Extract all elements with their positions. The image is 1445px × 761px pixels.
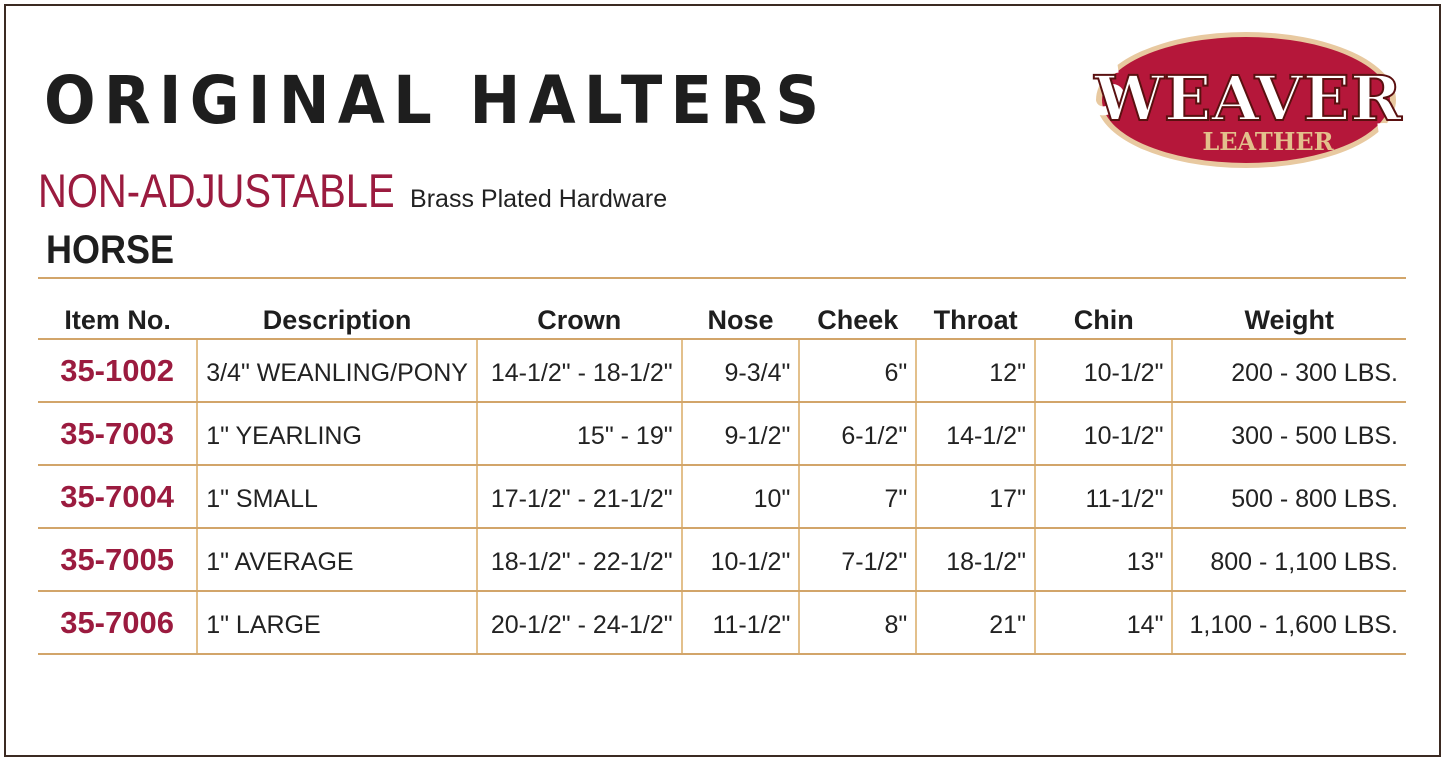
page-frame bbox=[4, 4, 1441, 757]
cell-item-no: 35-7005 bbox=[38, 528, 198, 592]
cell-item-no: 35-7004 bbox=[38, 465, 198, 529]
weaver-leather-logo: WEAVER LEATHER bbox=[1086, 32, 1410, 168]
cell-item-no: 35-7003 bbox=[38, 402, 198, 466]
table-row: 35-7005 1" AVERAGE 18-1/2" - 22-1/2" 10-1/2… bbox=[38, 528, 1406, 592]
col-nose: Nose bbox=[681, 278, 800, 340]
cell-nose: 9-1/2" bbox=[680, 402, 800, 466]
cell-cheek: 7-1/2" bbox=[798, 528, 917, 592]
table-row: 35-1002 3/4" WEANLING/PONY 14-1/2" - 18-1/… bbox=[38, 339, 1406, 403]
cell-weight: 1,100 - 1,600 LBS. bbox=[1171, 591, 1406, 655]
cell-chin: 14" bbox=[1033, 591, 1173, 655]
cell-throat: 21" bbox=[915, 591, 1035, 655]
table-row: 35-7004 1" SMALL 17-1/2" - 21-1/2" 10" 7" 17"… bbox=[38, 465, 1406, 529]
col-weight: Weight bbox=[1172, 278, 1406, 340]
table-row: 35-7006 1" LARGE 20-1/2" - 24-1/2" 11-1/2" 8… bbox=[38, 591, 1406, 655]
logo-text: WEAVER bbox=[1093, 62, 1402, 135]
cell-item-no: 35-1002 bbox=[38, 339, 198, 403]
logo-subtext: LEATHER bbox=[1202, 127, 1334, 156]
cell-nose: 9-3/4" bbox=[680, 339, 800, 403]
subtitle-line: NON-ADJUSTABLE Brass Plated Hardware bbox=[38, 163, 667, 218]
cell-description: 3/4" WEANLING/PONY bbox=[196, 339, 477, 403]
cell-crown: 17-1/2" - 21-1/2" bbox=[475, 465, 682, 529]
cell-throat: 18-1/2" bbox=[915, 528, 1035, 592]
cell-description: 1" SMALL bbox=[196, 465, 477, 529]
cell-item-no: 35-7006 bbox=[38, 591, 198, 655]
cell-chin: 13" bbox=[1033, 528, 1173, 592]
cell-crown: 14-1/2" - 18-1/2" bbox=[475, 339, 682, 403]
cell-cheek: 8" bbox=[798, 591, 917, 655]
table-row: 35-7003 1" YEARLING 15" - 19" 9-1/2" 6-1/2" 1… bbox=[38, 402, 1406, 466]
table-header-row: Item No. Description Crown Nose Cheek Th… bbox=[38, 278, 1406, 340]
cell-nose: 10" bbox=[680, 465, 800, 529]
cell-crown: 20-1/2" - 24-1/2" bbox=[475, 591, 682, 655]
cell-throat: 12" bbox=[915, 339, 1035, 403]
col-description: Description bbox=[197, 278, 477, 340]
cell-weight: 300 - 500 LBS. bbox=[1171, 402, 1406, 466]
col-crown: Crown bbox=[476, 278, 682, 340]
cell-cheek: 7" bbox=[798, 465, 917, 529]
col-throat: Throat bbox=[916, 278, 1035, 340]
cell-chin: 10-1/2" bbox=[1033, 402, 1173, 466]
cell-crown: 15" - 19" bbox=[475, 402, 682, 466]
col-item-no: Item No. bbox=[38, 278, 198, 340]
col-chin: Chin bbox=[1034, 278, 1173, 340]
category-heading: HORSE bbox=[46, 228, 175, 272]
cell-throat: 17" bbox=[915, 465, 1035, 529]
cell-description: 1" LARGE bbox=[196, 591, 477, 655]
halter-size-table: Item No. Description Crown Nose Cheek Th… bbox=[38, 277, 1406, 655]
cell-weight: 500 - 800 LBS. bbox=[1171, 465, 1406, 529]
cell-chin: 10-1/2" bbox=[1033, 339, 1173, 403]
cell-crown: 18-1/2" - 22-1/2" bbox=[475, 528, 682, 592]
page-title: ORIGINAL HALTERS bbox=[44, 62, 828, 139]
cell-weight: 800 - 1,100 LBS. bbox=[1171, 528, 1406, 592]
subtitle: NON-ADJUSTABLE bbox=[38, 164, 395, 217]
hardware-note: Brass Plated Hardware bbox=[410, 185, 668, 213]
cell-chin: 11-1/2" bbox=[1033, 465, 1173, 529]
cell-throat: 14-1/2" bbox=[915, 402, 1035, 466]
cell-cheek: 6" bbox=[798, 339, 917, 403]
cell-description: 1" YEARLING bbox=[196, 402, 477, 466]
cell-description: 1" AVERAGE bbox=[196, 528, 477, 592]
cell-cheek: 6-1/2" bbox=[798, 402, 917, 466]
cell-nose: 10-1/2" bbox=[680, 528, 800, 592]
cell-weight: 200 - 300 LBS. bbox=[1171, 339, 1406, 403]
cell-nose: 11-1/2" bbox=[680, 591, 800, 655]
col-cheek: Cheek bbox=[799, 278, 917, 340]
